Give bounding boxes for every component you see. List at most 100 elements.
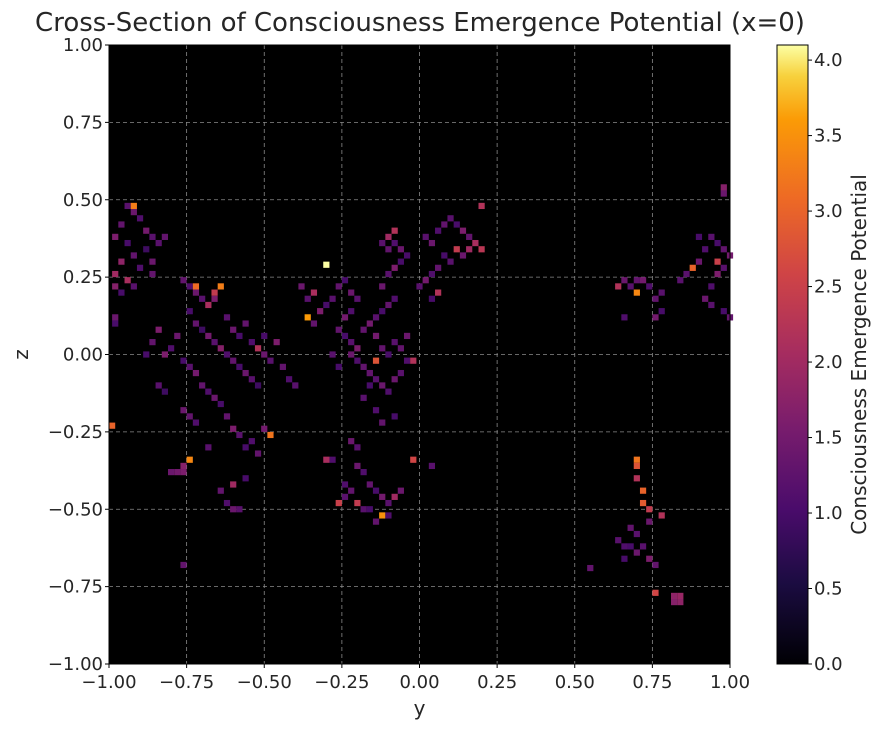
- heatmap-cell: [199, 295, 206, 302]
- x-tick-label: −0.25: [314, 672, 369, 693]
- heatmap-cell: [435, 289, 442, 296]
- heatmap-cell: [391, 339, 398, 346]
- heatmap-cell: [354, 444, 361, 451]
- y-tick-label: 0.50: [63, 190, 103, 211]
- colorbar-tick-label: 1.0: [814, 503, 843, 524]
- heatmap-cell: [130, 283, 137, 290]
- heatmap-cell: [223, 314, 231, 321]
- heatmap-cell: [310, 320, 318, 327]
- heatmap-cell: [199, 326, 206, 333]
- heatmap-cell: [422, 233, 429, 240]
- heatmap-cell: [391, 493, 398, 500]
- heatmap-cell: [354, 499, 361, 507]
- heatmap-cell: [329, 295, 336, 302]
- heatmap-cell: [677, 592, 684, 600]
- heatmap-cell: [354, 345, 361, 352]
- heatmap-cell: [236, 332, 243, 340]
- heatmap-cell: [391, 413, 398, 420]
- heatmap-cell: [633, 456, 640, 463]
- heatmap-cell: [186, 283, 193, 290]
- heatmap-cell: [379, 283, 386, 290]
- heatmap-cell: [385, 246, 392, 253]
- heatmap-cell: [267, 431, 274, 439]
- heatmap-cell: [329, 351, 336, 358]
- x-tick-label: 0.75: [632, 672, 672, 693]
- heatmap-cell: [435, 227, 442, 234]
- y-tick-label: −0.25: [48, 422, 103, 443]
- heatmap-cell: [236, 363, 243, 370]
- heatmap-cell: [180, 469, 187, 476]
- heatmap-cell: [372, 518, 380, 525]
- heatmap-cell: [410, 357, 417, 364]
- heatmap-cell: [341, 314, 349, 321]
- heatmap-cell: [354, 462, 361, 470]
- heatmap-cell: [416, 283, 423, 290]
- heatmap-cell: [652, 561, 659, 569]
- heatmap-cell: [261, 332, 268, 340]
- heatmap-cell: [130, 209, 137, 216]
- x-tick-label: 0.25: [477, 672, 517, 693]
- heatmap-cell: [124, 277, 131, 284]
- heatmap-cell: [354, 295, 361, 302]
- heatmap-cell: [639, 487, 647, 494]
- heatmap-cell: [646, 518, 653, 525]
- colorbar-tick-label: 3.5: [814, 126, 843, 147]
- heatmap-cell: [385, 388, 392, 395]
- heatmap-cell: [248, 438, 255, 445]
- heatmap-cell: [186, 456, 193, 463]
- heatmap-cell: [639, 277, 647, 284]
- colorbar-tick-label: 3.0: [814, 201, 843, 222]
- heatmap-cell: [372, 314, 380, 321]
- heatmap-cell: [192, 289, 200, 296]
- heatmap-cell: [186, 363, 193, 370]
- heatmap-cell: [708, 283, 715, 290]
- heatmap-cell: [254, 382, 262, 389]
- y-axis-label: z: [9, 349, 33, 360]
- heatmap-cell: [279, 363, 286, 370]
- heatmap-cell: [646, 506, 653, 513]
- heatmap-cell: [149, 233, 156, 240]
- heatmap-cell: [441, 252, 448, 259]
- heatmap-cell: [161, 388, 168, 395]
- heatmap-cell: [720, 184, 727, 191]
- heatmap-cell: [360, 363, 367, 370]
- heatmap-cell: [385, 270, 392, 278]
- heatmap-cell: [621, 543, 628, 550]
- x-tick-label: 1.00: [710, 672, 750, 693]
- heatmap-cell: [379, 239, 386, 247]
- heatmap-cell: [397, 246, 404, 253]
- y-tick-label: −0.75: [48, 577, 103, 598]
- heatmap-cell: [109, 422, 116, 429]
- heatmap-cell: [403, 332, 411, 340]
- heatmap-cell: [217, 345, 224, 352]
- heatmap-cell: [360, 394, 367, 401]
- heatmap-cell: [230, 506, 237, 513]
- heatmap-cell: [695, 258, 703, 265]
- heatmap-cell: [211, 394, 218, 401]
- heatmap-cell: [652, 314, 659, 321]
- heatmap-cell: [658, 512, 665, 519]
- heatmap-cell: [702, 246, 709, 253]
- heatmap-cell: [683, 270, 690, 278]
- heatmap-cell: [335, 326, 342, 333]
- heatmap-cell: [161, 351, 168, 358]
- heatmap-cell: [633, 530, 640, 538]
- heatmap-cell: [720, 308, 727, 315]
- heatmap-cell: [180, 462, 187, 470]
- heatmap-cell: [298, 283, 305, 290]
- heatmap-cell: [341, 481, 349, 488]
- heatmap-cell: [248, 376, 255, 383]
- heatmap-cell: [627, 283, 634, 290]
- heatmap-cell: [205, 444, 212, 451]
- heatmap-cell: [323, 301, 330, 309]
- heatmap-cell: [428, 295, 436, 302]
- heatmap-cell: [174, 469, 181, 476]
- heatmap-cell: [323, 456, 330, 463]
- heatmap-cell: [341, 493, 349, 500]
- heatmap-cell: [671, 599, 678, 606]
- heatmap-cell: [317, 308, 324, 315]
- heatmap-cell: [143, 351, 150, 358]
- heatmap-cell: [112, 320, 119, 327]
- heatmap-cell: [385, 512, 392, 519]
- heatmap-cell: [348, 308, 355, 315]
